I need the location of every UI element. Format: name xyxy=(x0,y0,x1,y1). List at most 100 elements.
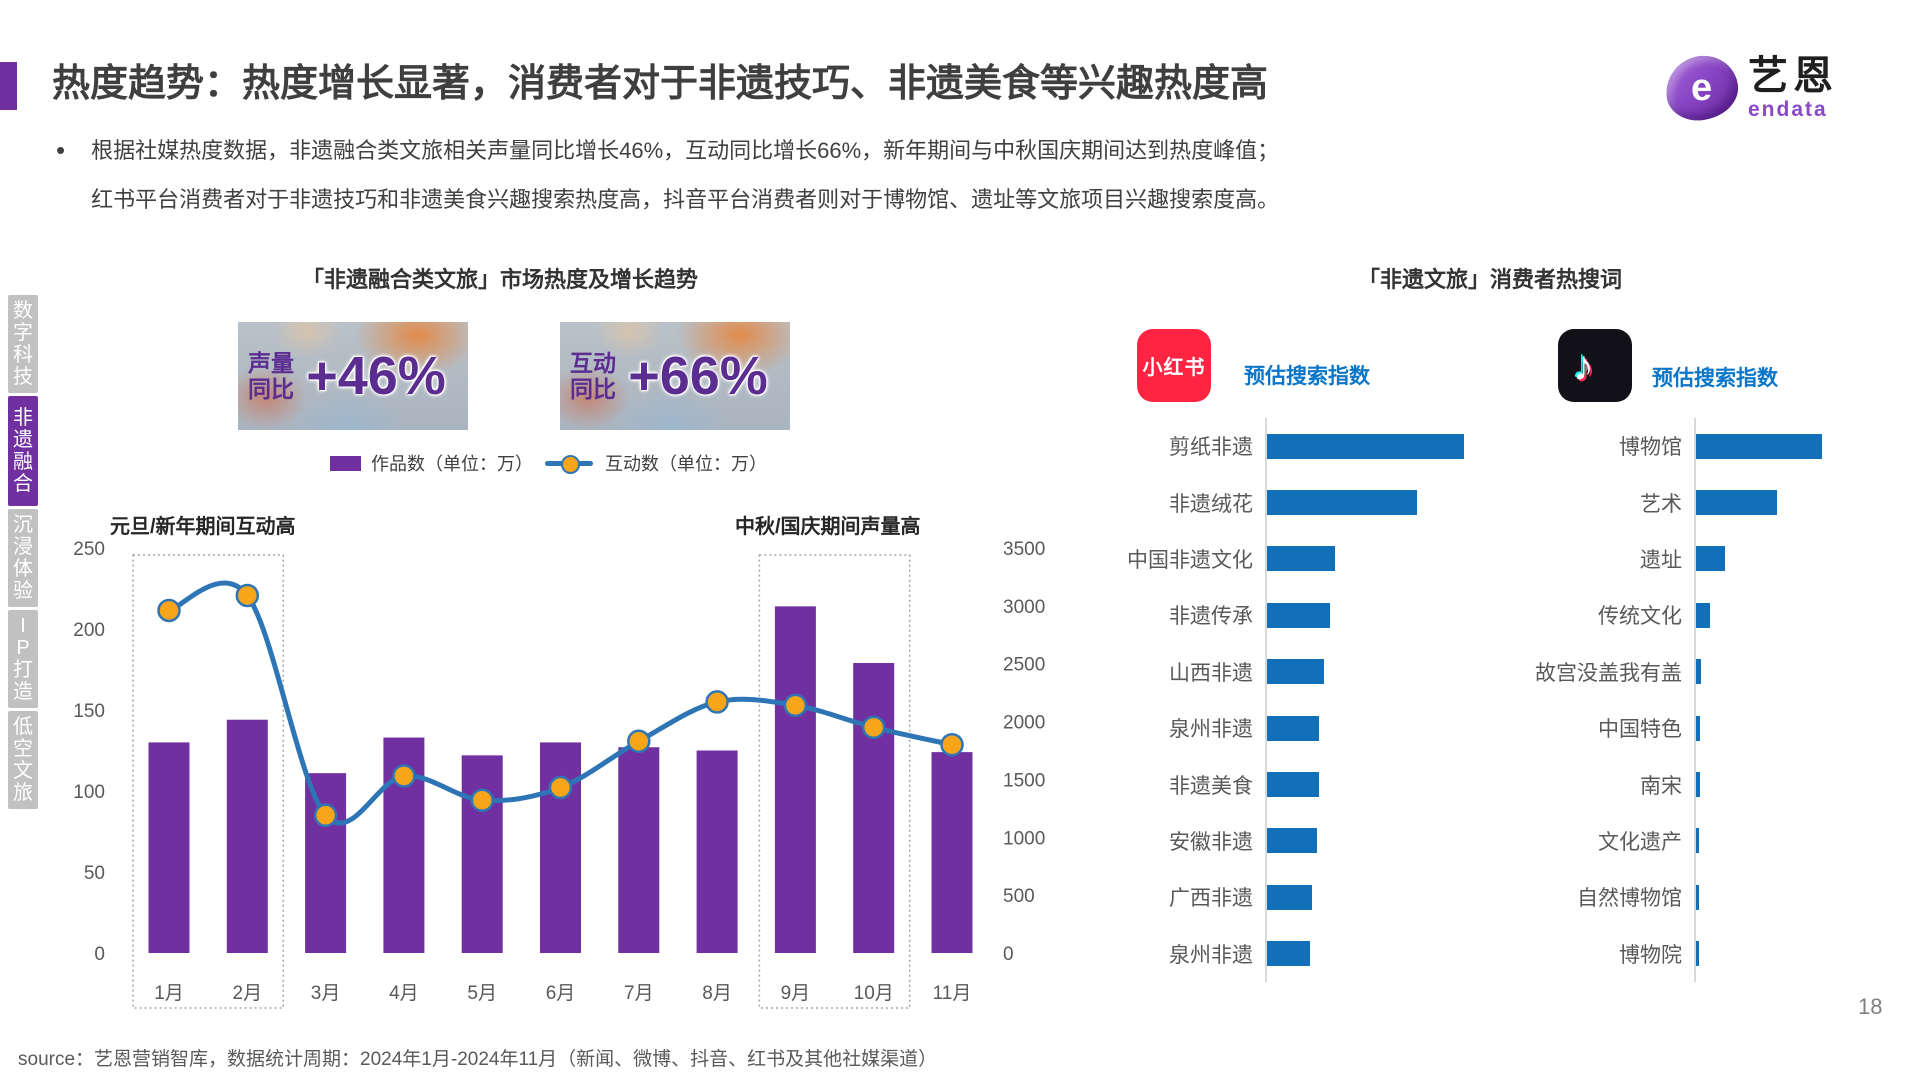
douyin-metric-label: 预估搜索指数 xyxy=(1652,367,1778,390)
legend-line-label: 互动数（单位：万） xyxy=(605,454,767,474)
line-point-11月 xyxy=(940,732,964,757)
keyword-row: 非遗传承 xyxy=(1090,587,1464,644)
keyword-bar-area xyxy=(1265,925,1310,982)
line-point-8月 xyxy=(705,690,729,714)
keyword-row: 泉州非遗 xyxy=(1090,925,1464,982)
keyword-row: 安徽非遗 xyxy=(1090,812,1464,870)
right-axis-tick: 0 xyxy=(1003,944,1014,965)
keyword-label-艺术: 艺术 xyxy=(1640,492,1682,516)
keyword-bar-文化遗产 xyxy=(1696,828,1699,854)
left-axis-tick: 200 xyxy=(73,620,105,641)
month-label-5月: 5月 xyxy=(467,983,497,1004)
keyword-bar-艺术 xyxy=(1696,490,1777,516)
keyword-label-非遗绒花: 非遗绒花 xyxy=(1169,492,1253,516)
keyword-bar-area xyxy=(1265,699,1319,757)
keyword-bar-area xyxy=(1694,474,1777,531)
line-point-1月 xyxy=(157,598,181,623)
right-axis-tick: 2500 xyxy=(1003,655,1045,676)
keyword-bar-area xyxy=(1694,812,1699,870)
bar-8月 xyxy=(696,750,738,953)
stat-interaction-label: 互动 同比 xyxy=(570,350,616,402)
keyword-bar-剪纸非遗 xyxy=(1267,433,1464,459)
stat-voice-value: +46% xyxy=(306,346,446,406)
endata-logo: e 艺恩 endata xyxy=(1662,52,1838,124)
line-point-9月 xyxy=(783,693,808,718)
keyword-bar-area xyxy=(1694,925,1699,982)
xiaohongshu-logo-text: 小红书 xyxy=(1142,357,1206,379)
douyin-logo-icon: ♪ ♪ ♪ xyxy=(1558,329,1632,402)
month-label-6月: 6月 xyxy=(546,983,576,1004)
right-axis-tick: 3500 xyxy=(1003,539,1045,560)
page-number: 18 xyxy=(1858,994,1883,1019)
keyword-label-博物馆: 博物馆 xyxy=(1619,436,1682,460)
keyword-row: 艺术 xyxy=(1490,474,1822,531)
keyword-row: 泉州非遗 xyxy=(1090,699,1464,757)
sidebar-tab-数字科技[interactable]: 数字科技 xyxy=(8,295,38,393)
month-label-2月: 2月 xyxy=(233,983,263,1004)
month-label-7月: 7月 xyxy=(624,983,654,1004)
keyword-bar-area xyxy=(1694,756,1700,813)
keyword-label-中国非遗文化: 中国非遗文化 xyxy=(1127,548,1253,572)
keyword-bar-自然博物馆 xyxy=(1696,884,1699,910)
keyword-bar-area xyxy=(1265,418,1464,475)
bar-9月 xyxy=(774,606,816,953)
left-axis-tick: 250 xyxy=(73,539,105,560)
keyword-row: 中国非遗文化 xyxy=(1090,530,1464,588)
keyword-bar-非遗绒花 xyxy=(1267,490,1417,516)
highlight-box-1 xyxy=(132,554,285,1009)
brand-name-en: endata xyxy=(1748,98,1828,121)
bar-7月 xyxy=(618,747,660,953)
keyword-bar-博物馆 xyxy=(1696,433,1822,459)
douyin-keyword-list: 博物馆 艺术 遗址 传统文化 故宫没盖我有盖 中国特色 南宋 文化遗产 自然博物馆 博物院 xyxy=(1490,418,1822,982)
keyword-label-泉州非遗: 泉州非遗 xyxy=(1169,718,1253,742)
sidebar-tab-沉浸体验[interactable]: 沉浸体验 xyxy=(8,509,38,607)
keyword-row: 自然博物馆 xyxy=(1490,869,1822,926)
keyword-bar-area xyxy=(1694,418,1822,475)
page-title: 热度趋势：热度增长显著，消费者对于非遗技巧、非遗美食等兴趣热度高 xyxy=(52,63,1269,105)
bar-1月 xyxy=(148,742,190,953)
keyword-label-博物院: 博物院 xyxy=(1619,943,1682,967)
sidebar-tab-非遗融合[interactable]: 非遗融合 xyxy=(8,396,38,506)
left-axis-tick: 50 xyxy=(84,863,105,884)
keyword-bar-area xyxy=(1694,699,1700,757)
keyword-bar-传统文化 xyxy=(1696,602,1710,628)
stat-banner-interaction: 互动 同比 +66% xyxy=(560,322,790,430)
keyword-bar-area xyxy=(1265,530,1335,588)
keyword-row: 传统文化 xyxy=(1490,587,1822,644)
endata-logo-text: 艺恩 endata xyxy=(1748,56,1838,120)
right-axis-tick: 3000 xyxy=(1003,597,1045,618)
highlight-box-2 xyxy=(758,554,911,1009)
keyword-label-广西非遗: 广西非遗 xyxy=(1169,887,1253,911)
keyword-bar-非遗传承 xyxy=(1267,602,1330,628)
combo-chart-legend: 作品数（单位：万） 互动数（单位：万） xyxy=(330,450,767,476)
month-label-10月: 10月 xyxy=(854,983,894,1004)
right-axis-tick: 500 xyxy=(1003,886,1035,907)
keyword-label-泉州非遗: 泉州非遗 xyxy=(1169,943,1253,967)
summary-text: 根据社媒热度数据，非遗融合类文旅相关声量同比增长46%，互动同比增长66%，新年… xyxy=(91,126,1279,224)
keyword-label-自然博物馆: 自然博物馆 xyxy=(1577,887,1682,911)
keyword-row: 非遗美食 xyxy=(1090,756,1464,813)
keyword-bar-area xyxy=(1265,869,1312,926)
keyword-label-剪纸非遗: 剪纸非遗 xyxy=(1169,436,1253,460)
keyword-bar-area xyxy=(1265,812,1317,870)
combo-chart: 2502001501005003500300025002000150010005… xyxy=(73,539,1045,1009)
keyword-bar-广西非遗 xyxy=(1267,884,1312,910)
keyword-bar-area xyxy=(1265,587,1330,644)
keyword-label-中国特色: 中国特色 xyxy=(1598,718,1682,742)
sidebar-tab-低空文旅[interactable]: 低空文旅 xyxy=(8,711,38,809)
left-axis-tick: 150 xyxy=(73,701,105,722)
keyword-row: 文化遗产 xyxy=(1490,812,1822,870)
keyword-bar-area xyxy=(1265,643,1324,700)
keyword-label-传统文化: 传统文化 xyxy=(1598,605,1682,629)
keyword-bar-area xyxy=(1694,869,1699,926)
summary-bullet: • 根据社媒热度数据，非遗融合类文旅相关声量同比增长46%，互动同比增长66%，… xyxy=(56,126,1279,224)
keyword-label-安徽非遗: 安徽非遗 xyxy=(1169,830,1253,854)
left-axis-tick: 0 xyxy=(94,944,105,965)
keyword-bar-南宋 xyxy=(1696,772,1700,798)
bar-3月 xyxy=(305,773,347,953)
bar-5月 xyxy=(461,755,503,953)
keyword-row: 广西非遗 xyxy=(1090,869,1464,926)
stat-interaction-value: +66% xyxy=(628,346,768,406)
right-axis-tick: 1000 xyxy=(1003,828,1045,849)
